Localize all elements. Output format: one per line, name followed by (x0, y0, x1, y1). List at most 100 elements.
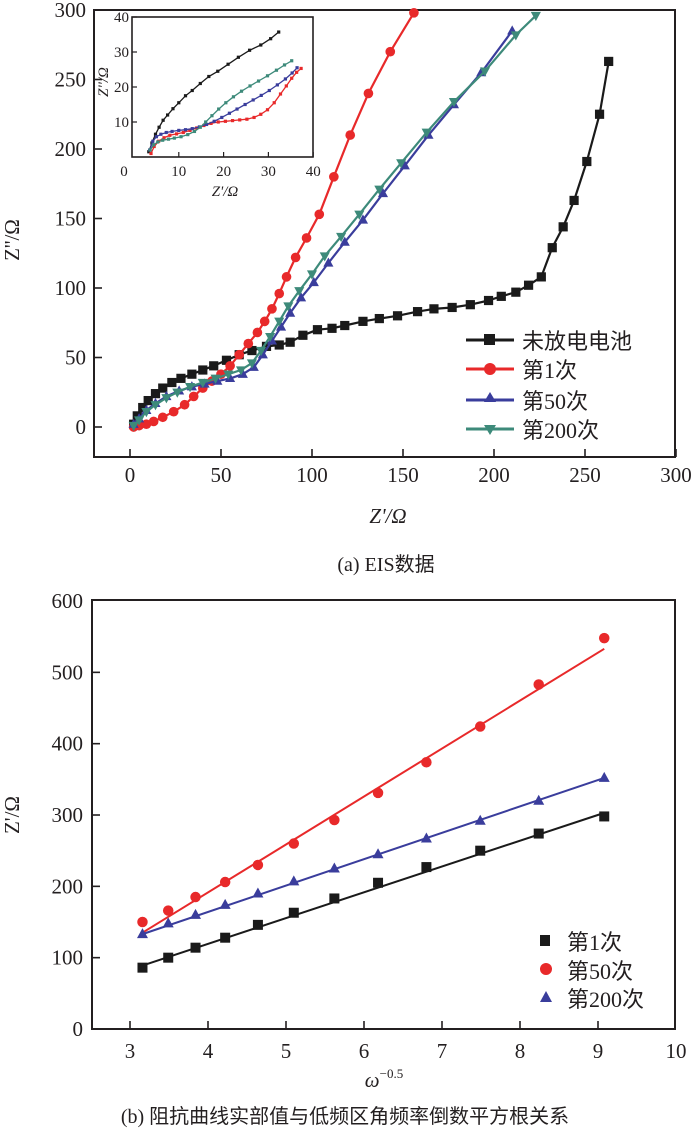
y-tick-label: 0 (76, 415, 87, 439)
data-point (536, 272, 546, 282)
y-tick-label: 100 (52, 946, 84, 970)
x-tick-label: 4 (203, 1039, 214, 1063)
y-tick-label: 300 (52, 803, 84, 827)
y-tick-label: 300 (55, 0, 87, 22)
data-point (197, 378, 208, 389)
data-point (396, 159, 407, 169)
data-point (185, 383, 196, 393)
inset-data-point (190, 88, 194, 93)
data-point (247, 345, 257, 356)
series-a-3 (128, 11, 541, 432)
inset-data-point (192, 129, 197, 134)
inset-data-point (259, 93, 263, 97)
series-b-1 (137, 632, 610, 934)
data-point (190, 942, 201, 953)
x-axis-ticks-a: 0 50 100 150 200 250 300 (125, 449, 692, 487)
inset-data-point (282, 63, 287, 67)
inset-data-point (209, 121, 213, 125)
legend-marker-square (484, 334, 495, 345)
data-point (281, 272, 292, 282)
x-tick-label: 0 (125, 463, 136, 487)
data-point (167, 377, 177, 388)
inset-data-point (154, 135, 158, 139)
data-point (162, 905, 174, 916)
x-tick-label: 5 (281, 1039, 292, 1063)
plot-frame-a (93, 9, 676, 458)
data-point (298, 330, 308, 340)
inset-x-tick-label: 40 (306, 164, 321, 180)
data-point (296, 292, 307, 302)
legend-item-a-2: 第50次 (466, 389, 588, 414)
legend-item-b-2: 第200次 (540, 987, 644, 1012)
inset-data-point (157, 125, 161, 129)
inset-data-point (162, 136, 166, 140)
inset-data-point (159, 132, 163, 136)
svg-text:第1次: 第1次 (522, 358, 577, 383)
legend-item-b-0: 第1次 (540, 930, 622, 955)
fit-line (142, 811, 605, 967)
caption-b: (b) 阻抗曲线实部值与低频区角频率倒数平方根关系 (121, 1105, 569, 1128)
inset-data-point (248, 84, 252, 88)
data-point (373, 877, 384, 888)
data-point (221, 355, 232, 365)
data-point (447, 302, 457, 313)
data-point (308, 276, 319, 287)
data-point (161, 394, 172, 404)
data-point (234, 349, 245, 360)
inset-data-point (252, 115, 256, 120)
inset-data-point (183, 94, 188, 98)
inset-data-point (284, 84, 288, 88)
y-tick-label: 50 (65, 346, 86, 370)
data-point (530, 11, 541, 22)
data-point (136, 928, 148, 939)
data-point (198, 365, 208, 375)
inset-data-point (183, 128, 188, 132)
series-b-2 (136, 771, 610, 939)
inset-y-ticks: 10 20 30 40 (114, 10, 137, 131)
inset-data-point (153, 132, 158, 136)
data-point (288, 875, 300, 886)
caption-a: (a) EIS数据 (337, 553, 434, 576)
inset-data-point (295, 70, 299, 74)
inset-data-point (267, 88, 271, 93)
data-point (604, 56, 614, 67)
data-point (314, 209, 325, 220)
data-point (225, 361, 235, 371)
data-point (188, 391, 199, 402)
inset-data-point (290, 71, 294, 75)
data-point (328, 862, 340, 873)
inset-data-point (212, 119, 216, 123)
data-point (237, 368, 248, 378)
inset-x-tick-label: 20 (216, 164, 231, 180)
data-point (294, 287, 305, 297)
inset-data-point (275, 83, 279, 87)
inset-data-point (164, 130, 168, 135)
data-point (137, 962, 148, 973)
data-point (179, 399, 190, 410)
data-point (141, 419, 152, 430)
inset-data-point (231, 95, 236, 99)
inset-data-point (230, 119, 235, 123)
series-a-0 (129, 56, 614, 429)
inset-data-point (223, 119, 227, 123)
inset-data-point (256, 79, 261, 83)
inset-y-tick-label: 10 (114, 115, 129, 131)
inset-data-point (171, 107, 175, 111)
inset-data-point (299, 66, 303, 71)
y-axis-ticks-b: 0 100 200 300 400 500 600 (52, 589, 100, 1041)
inset-data-point (238, 118, 242, 122)
legend-a: 未放电电池 第1次 第50次 第200次 (466, 329, 632, 443)
data-point (158, 383, 168, 393)
inset-series-group (147, 30, 303, 156)
legend-marker-triangle-up (540, 991, 552, 1002)
data-point (420, 832, 432, 843)
legend-marker-circle (484, 363, 496, 375)
data-point (220, 932, 231, 943)
data-point (137, 916, 148, 928)
inset-data-point (290, 76, 294, 80)
data-point (223, 370, 234, 380)
series-group-b (136, 632, 610, 973)
inset-data-point (198, 125, 202, 129)
data-point (288, 907, 299, 918)
